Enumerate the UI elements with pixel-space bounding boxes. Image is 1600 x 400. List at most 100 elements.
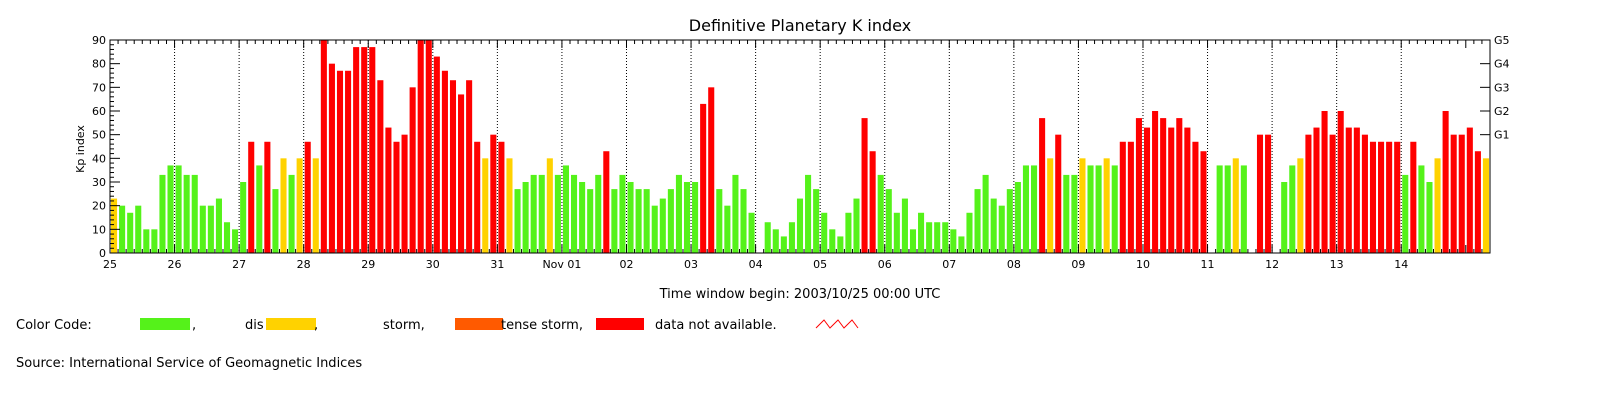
kp-bar xyxy=(1143,127,1151,253)
kp-bar xyxy=(1135,118,1142,253)
kp-bar xyxy=(1402,174,1409,253)
kp-bar xyxy=(1087,165,1094,253)
kp-bar xyxy=(127,212,134,253)
kp-bar xyxy=(1176,118,1183,253)
kp-index-chart: Definitive Planetary K index Kp index Ti… xyxy=(74,16,1510,302)
kp-bar xyxy=(853,198,860,253)
kp-bar xyxy=(813,189,820,253)
kp-bar xyxy=(796,198,804,253)
kp-bar xyxy=(1216,165,1223,253)
kp-bar xyxy=(748,212,755,253)
kp-bar xyxy=(1079,158,1086,253)
kp-bar xyxy=(369,47,376,253)
kp-bar xyxy=(934,222,941,253)
kp-bar xyxy=(1442,111,1449,253)
x-tick-label: 12 xyxy=(1265,258,1279,271)
kp-bar xyxy=(1031,165,1038,253)
x-tick-label: 10 xyxy=(1136,258,1150,271)
kp-bar xyxy=(1474,151,1481,253)
x-tick-label: 05 xyxy=(813,258,827,271)
kp-bar xyxy=(1103,158,1110,253)
kp-bar xyxy=(1200,151,1207,253)
kp-bar xyxy=(1224,165,1231,253)
kp-bar xyxy=(926,222,933,253)
kp-bar xyxy=(482,158,489,253)
kp-bar xyxy=(1394,141,1401,253)
x-axis-label: Time window begin: 2003/10/25 00:00 UTC xyxy=(659,287,941,302)
kp-bar xyxy=(296,158,303,253)
kp-bar xyxy=(918,212,925,253)
kp-bar xyxy=(240,182,247,253)
kp-bar xyxy=(1240,165,1247,253)
g-scale-label: G4 xyxy=(1494,58,1510,71)
kp-bar xyxy=(1410,141,1417,253)
y-axis-label: Kp index xyxy=(74,125,87,173)
kp-bar xyxy=(829,229,836,253)
kp-bar xyxy=(280,158,287,253)
kp-bar xyxy=(675,174,682,253)
kp-bar xyxy=(877,174,884,253)
kp-bar xyxy=(466,80,473,253)
kp-bar xyxy=(982,174,989,253)
grid-lines xyxy=(174,40,1402,253)
kp-bar xyxy=(1160,118,1167,253)
kp-bar xyxy=(901,198,908,253)
kp-bar xyxy=(1418,165,1425,253)
x-tick-label: 14 xyxy=(1394,258,1408,271)
kp-bar xyxy=(966,212,973,253)
legend-swatch-storm xyxy=(455,318,503,330)
kp-bar xyxy=(546,158,553,253)
kp-bar xyxy=(1256,134,1264,253)
legend-label-quiet: , xyxy=(192,318,197,333)
kp-bar xyxy=(1111,165,1118,253)
kp-bar xyxy=(724,205,731,253)
kp-bar xyxy=(199,205,206,253)
x-tick-label: Nov 01 xyxy=(542,258,581,271)
kp-bar xyxy=(119,205,126,253)
x-tick-label: 30 xyxy=(426,258,440,271)
kp-bar xyxy=(304,141,311,253)
kp-bar xyxy=(1321,111,1328,253)
kp-bar xyxy=(1022,165,1029,253)
bars-group xyxy=(111,40,1489,254)
kp-bar xyxy=(215,198,222,253)
kp-bar xyxy=(1426,182,1433,253)
kp-bar xyxy=(538,174,545,253)
kp-bar xyxy=(336,70,344,254)
kp-bar xyxy=(611,189,618,253)
kp-bar xyxy=(700,103,707,254)
kp-bar xyxy=(1378,141,1385,253)
kp-bar xyxy=(498,141,505,253)
kp-bar xyxy=(401,134,408,253)
kp-bar xyxy=(764,222,771,253)
kp-bar xyxy=(659,198,666,253)
x-tick-label: 08 xyxy=(1007,258,1021,271)
kp-bar xyxy=(651,205,658,253)
kp-bar xyxy=(683,182,691,253)
kp-bar xyxy=(692,182,699,253)
x-tick-label: 27 xyxy=(232,258,246,271)
kp-bar xyxy=(990,198,997,253)
kp-bar xyxy=(1305,134,1312,253)
kp-bar xyxy=(1047,158,1054,253)
kp-bar xyxy=(490,134,497,253)
legend-label-no-data: data not available. xyxy=(655,318,777,333)
kp-bar xyxy=(1265,134,1272,253)
kp-bar xyxy=(248,141,255,253)
x-tick-label: 31 xyxy=(490,258,504,271)
kp-bar xyxy=(667,189,674,253)
kp-bar xyxy=(837,236,844,253)
y-tick-label: 40 xyxy=(92,152,106,165)
kp-bar xyxy=(1289,165,1296,253)
y-tick-label: 90 xyxy=(92,34,106,47)
kp-bar xyxy=(1063,174,1070,253)
kp-bar xyxy=(506,158,513,253)
kp-bar xyxy=(449,80,457,253)
kp-bar xyxy=(708,87,715,253)
kp-bar xyxy=(1369,141,1377,253)
kp-bar xyxy=(288,174,295,253)
kp-bar xyxy=(458,94,465,254)
kp-bar xyxy=(530,174,537,253)
kp-bar xyxy=(587,189,594,253)
kp-bar xyxy=(1039,118,1046,253)
